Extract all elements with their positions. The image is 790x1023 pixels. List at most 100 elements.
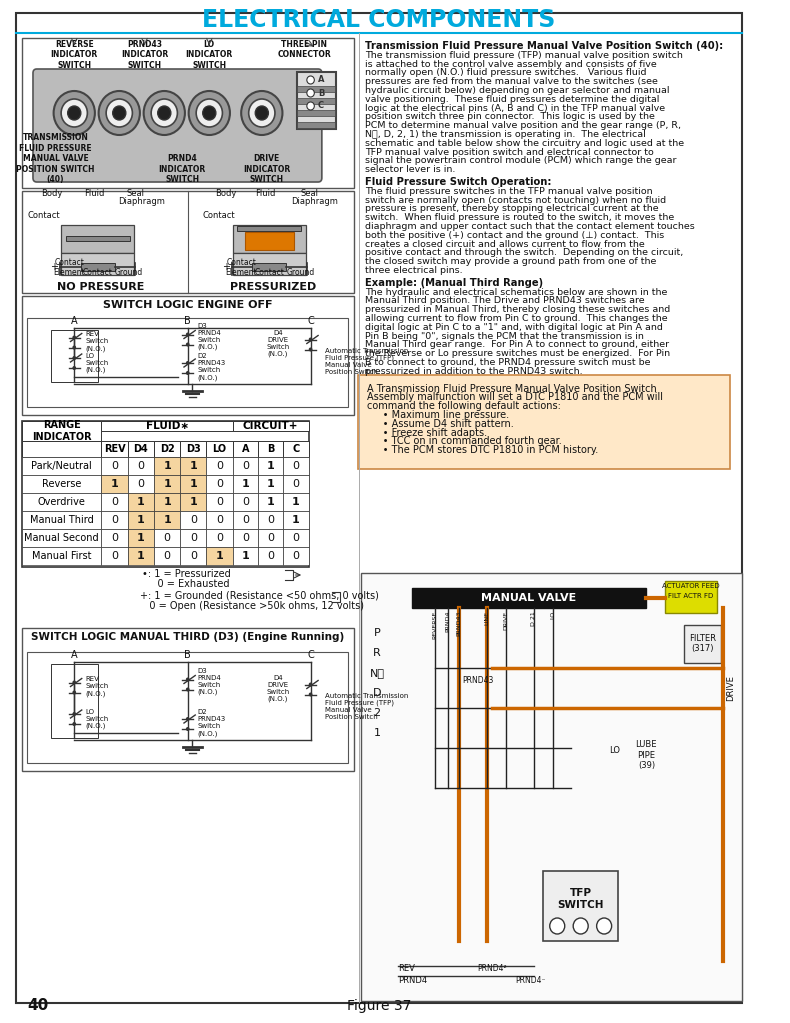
Bar [128,529,154,547]
Text: 1: 1 [242,479,250,489]
Circle shape [54,91,95,135]
Bar [258,475,284,493]
Circle shape [550,918,565,934]
Circle shape [186,677,190,681]
Bar [81,263,115,271]
Text: 0: 0 [292,461,299,471]
Bar [22,628,354,771]
Bar [245,232,294,250]
Bar [22,38,354,188]
Text: Transmission Fluid Pressure Manual Valve Position Switch (40):: Transmission Fluid Pressure Manual Valve… [365,41,723,51]
Bar [66,236,130,241]
Bar [22,457,101,475]
Circle shape [158,106,171,120]
Bar [101,529,128,547]
Text: 40: 40 [28,998,49,1013]
Text: FILT ACTR FD: FILT ACTR FD [668,593,713,599]
Text: switch are normally open (contacts not touching) when no fluid: switch are normally open (contacts not t… [365,195,666,205]
Text: PCM to determine manual valve position and the gear range (P, R,: PCM to determine manual valve position a… [365,121,681,130]
Text: • Maximum line pressure.: • Maximum line pressure. [367,410,509,420]
Text: • Freeze shift adapts.: • Freeze shift adapts. [367,428,487,438]
Text: normally open (N.O.) fluid pressure switches.   Various fluid: normally open (N.O.) fluid pressure swit… [365,69,646,78]
Text: P: P [374,628,381,638]
Bar [180,475,206,493]
Bar [180,457,206,475]
Bar [22,296,354,415]
Text: Manual First: Manual First [32,551,92,561]
Text: allowing current to flow from Pin C to ground.  This changes the: allowing current to flow from Pin C to g… [365,314,668,323]
Text: REVERSE: REVERSE [433,611,438,639]
Text: A Transmission Fluid Pressure Manual Valve Position Switch: A Transmission Fluid Pressure Manual Val… [367,384,656,394]
Bar [128,457,154,475]
Text: D3
PRND4
Switch
(N.O.): D3 PRND4 Switch (N.O.) [198,322,221,350]
Text: the closed switch may provide a ground path from one of the: the closed switch may provide a ground p… [365,257,656,266]
Text: ACTUATOR FEED: ACTUATOR FEED [661,583,719,589]
Bar [258,441,284,457]
Text: Body: Body [215,189,236,198]
Text: LUBE
PIPE
(39): LUBE PIPE (39) [636,741,657,770]
Text: The hydraulic and electrical schematics below are shown in the: The hydraulic and electrical schematics … [365,287,668,297]
Bar [298,122,335,128]
Text: Automatic Transmission
Fluid Pressure (TFP)
Manual Valve
Position Switch: Automatic Transmission Fluid Pressure (T… [325,693,408,720]
Bar [61,253,134,275]
Circle shape [186,727,190,731]
Text: both the positive (+) contact and the ground (⊥) contact.  This: both the positive (+) contact and the gr… [365,231,664,239]
Text: Example: (Manual Third Range): Example: (Manual Third Range) [365,278,543,287]
Text: switch.  When fluid pressure is routed to the switch, it moves the: switch. When fluid pressure is routed to… [365,213,674,222]
Text: signal the powertrain control module (PCM) which range the gear: signal the powertrain control module (PC… [365,157,676,166]
Text: Fluid: Fluid [84,189,104,198]
Text: PRND4: PRND4 [398,976,427,985]
Text: A: A [71,650,77,660]
Circle shape [113,106,126,120]
Text: PRND4²: PRND4² [477,964,507,973]
Circle shape [196,99,223,127]
Text: PRND43
INDICATOR
SWITCH: PRND43 INDICATOR SWITCH [121,40,168,70]
Text: position switch three pin connector.  This logic is used by the: position switch three pin connector. Thi… [365,113,655,122]
Circle shape [186,717,190,721]
Text: C: C [292,444,299,454]
Bar [284,493,309,512]
Bar [22,441,101,457]
Text: REV: REV [398,964,415,973]
Text: SWITCH: SWITCH [558,900,604,910]
Text: 0: 0 [242,497,249,507]
Circle shape [73,346,76,350]
Text: schematic and table below show the circuitry and logic used at the: schematic and table below show the circu… [365,139,684,147]
Circle shape [309,338,313,342]
Text: 1: 1 [137,515,145,525]
Bar [258,457,284,475]
Circle shape [203,106,216,120]
Circle shape [144,91,185,135]
Circle shape [255,106,269,120]
Text: Manual Third: Manual Third [30,515,93,525]
Text: 0: 0 [111,497,118,507]
Text: 1: 1 [292,497,300,507]
Text: MANUAL VALVE: MANUAL VALVE [481,593,577,603]
Text: 1: 1 [267,497,275,507]
Text: Diaphragm: Diaphragm [291,197,338,206]
Bar [22,512,101,529]
Text: B to connect to ground, the PRND4 pressure switch must be: B to connect to ground, the PRND4 pressu… [365,358,650,367]
Text: 0: 0 [267,515,274,525]
Text: PRND43: PRND43 [462,676,493,685]
Circle shape [309,348,313,352]
Text: 1: 1 [164,497,171,507]
Bar [154,441,180,457]
Bar [101,512,128,529]
Text: 0: 0 [111,533,118,543]
Text: 0: 0 [216,533,223,543]
Text: PRND4⁻: PRND4⁻ [515,976,546,985]
Text: Seal: Seal [126,189,145,198]
Circle shape [186,343,190,347]
Text: +: 1 = Grounded (Resistance <50 ohms, 0 volts): +: 1 = Grounded (Resistance <50 ohms, 0 … [140,591,378,601]
Bar [154,529,180,547]
Text: Diaphragm: Diaphragm [118,197,165,206]
Bar [101,457,128,475]
Bar [412,588,646,608]
Text: 0: 0 [292,551,299,561]
Text: 0: 0 [242,461,249,471]
Text: Manual Second: Manual Second [24,533,99,543]
Bar [128,512,154,529]
Text: 0: 0 [242,533,249,543]
Text: A: A [318,76,325,85]
